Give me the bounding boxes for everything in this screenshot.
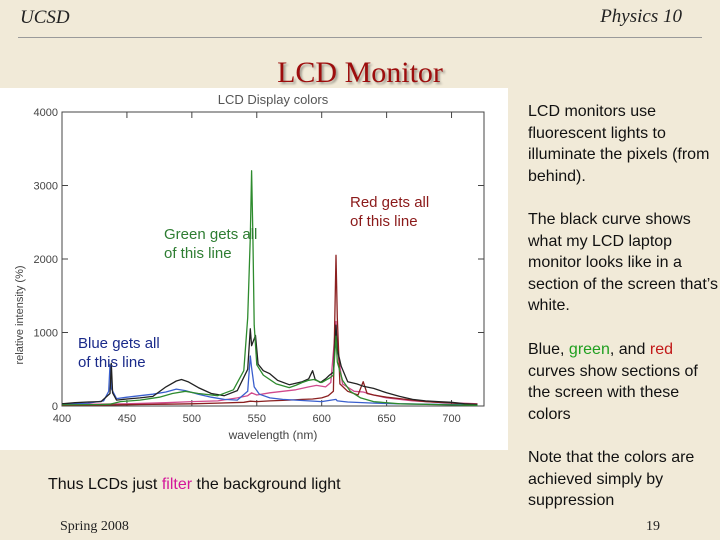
chart-title: LCD Display colors [218,92,329,107]
header-left: UCSD [20,7,70,28]
header-rule [18,37,702,38]
x-tick-label: 550 [248,413,266,425]
y-tick-label: 4000 [34,107,58,119]
x-tick-label: 450 [118,413,136,425]
green-annotation: Green gets all of this line [164,225,257,263]
chart-panel: LCD Display colors wavelength (nm) relat… [0,88,508,450]
paragraph-black-curve: The black curve shows what my LCD laptop… [528,211,719,314]
x-tick-label: 700 [442,413,460,425]
paragraph-color-curves: Blue, green, and red curves show section… [528,339,720,425]
word-blue: Blue, [528,341,569,358]
red-annotation-line2: of this line [350,213,418,230]
spectrum-chart: LCD Display colors wavelength (nm) relat… [14,92,485,442]
footer-date: Spring 2008 [60,519,129,534]
y-tick-label: 1000 [34,328,58,340]
word-and: , and [609,341,650,358]
y-tick-label: 2000 [34,254,58,266]
color-curves-rest: curves show sections of the screen with … [528,362,698,423]
header-right: Physics 10 [600,6,682,27]
x-tick-label: 400 [53,413,71,425]
y-tick-label: 0 [52,401,58,413]
x-tick-label: 650 [377,413,395,425]
chart-ylabel: relative intensity (%) [14,265,26,364]
slide-title: LCD Monitor [277,56,443,89]
green-annotation-line1: Green gets all [164,226,258,243]
paragraph-suppression: Note that the colors are achieved simply… [528,449,695,509]
x-tick-label: 500 [183,413,201,425]
y-tick-label: 3000 [34,181,58,193]
blue-annotation-line1: Blue gets all [78,335,160,352]
red-annotation: Red gets all of this line [350,193,429,231]
word-red: red [649,341,673,358]
x-tick-label: 600 [313,413,331,425]
green-annotation-line2: of this line [164,245,232,262]
chart-xlabel: wavelength (nm) [228,428,318,442]
filter-word: filter [161,476,193,493]
series-line-2 [61,254,478,406]
series-line-3 [61,355,478,406]
blue-annotation: Blue gets all of this line [78,334,160,372]
blue-annotation-line2: of this line [78,354,146,371]
red-annotation-line1: Red gets all [350,194,430,211]
paragraph-backlight: LCD monitors use fluorescent lights to i… [528,103,710,185]
filter-after: the background light [192,476,341,493]
word-green: green [568,341,610,358]
filter-statement: Thus LCDs just filter the background lig… [48,476,341,494]
series-line-1 [61,170,478,406]
series-line-0 [61,324,478,406]
page-number: 19 [646,519,660,534]
filter-before: Thus LCDs just [48,476,162,493]
